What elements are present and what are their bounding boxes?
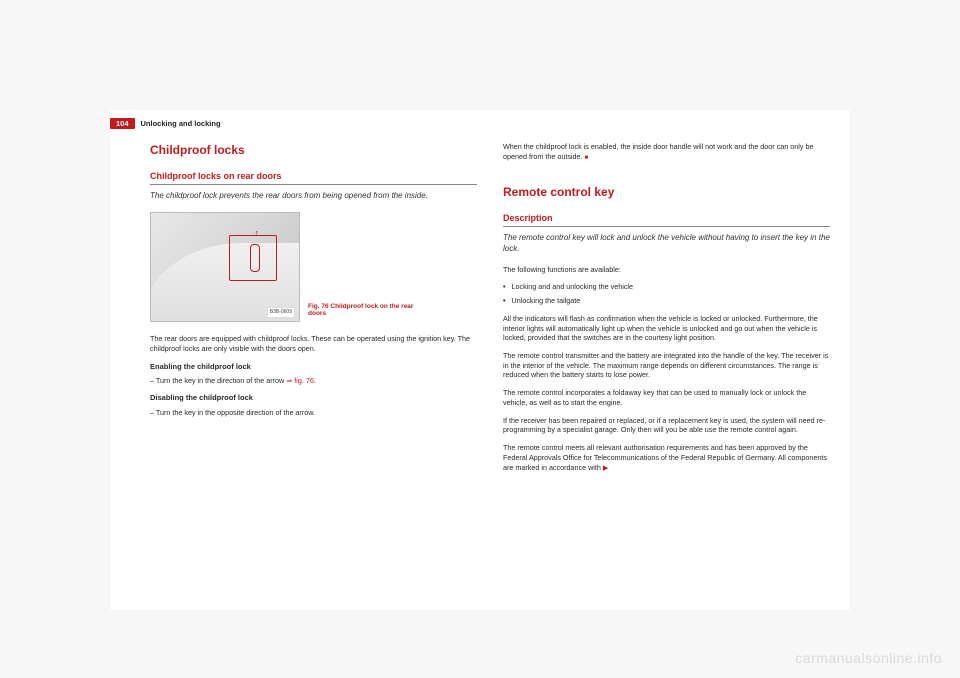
fig-ref-link[interactable]: ⇒ fig. 76: [286, 376, 314, 385]
childproof-slot-icon: [229, 235, 277, 281]
rule-2: [503, 226, 830, 227]
bullet-dot-icon: •: [503, 282, 506, 292]
sheet: 104 Unlocking and locking Childproof loc…: [110, 110, 850, 610]
page-number: 104: [110, 118, 135, 129]
continue-marker-icon: ▶: [603, 465, 608, 472]
page: 104 Unlocking and locking Childproof loc…: [0, 0, 960, 678]
end-marker-icon: ■: [585, 155, 589, 161]
bullet-2-text: Unlocking the tailgate: [512, 296, 581, 306]
bullet-dot-icon: •: [503, 296, 506, 306]
figure-row: ↕ B3B-0609 Fig. 76 Childproof lock on th…: [150, 212, 477, 322]
watermark: carmanualsonline.info: [795, 650, 942, 666]
heading-remote: Remote control key: [503, 184, 830, 200]
lead-remote: The remote control key will lock and unl…: [503, 233, 830, 255]
section-title: Unlocking and locking: [141, 119, 221, 128]
para-reprogram: If the receiver has been repaired or rep…: [503, 416, 830, 435]
step-enable-text-a: – Turn the key in the direction of the a…: [150, 376, 286, 385]
para-approvals: The remote control meets all relevant au…: [503, 443, 830, 473]
bullet-tailgate: • Unlocking the tailgate: [503, 296, 830, 306]
figure-childproof-lock: ↕ B3B-0609: [150, 212, 300, 322]
right-column: When the childproof lock is enabled, the…: [503, 142, 830, 600]
para-indicators: All the indicators will flash as confirm…: [503, 314, 830, 343]
top-note-text: When the childproof lock is enabled, the…: [503, 142, 813, 161]
step-disable: – Turn the key in the opposite direction…: [150, 408, 477, 418]
para-top-note: When the childproof lock is enabled, the…: [503, 142, 830, 162]
heading-disable: Disabling the childproof lock: [150, 393, 477, 403]
para-rear-doors: The rear doors are equipped with childpr…: [150, 334, 477, 353]
figure-code: B3B-0609: [267, 307, 295, 318]
para-transmitter: The remote control transmitter and the b…: [503, 351, 830, 380]
arrow-icon: ↕: [255, 227, 260, 239]
bullet-1-text: Locking and and unlocking the vehicle: [512, 282, 633, 292]
columns: Childproof locks Childproof locks on rea…: [150, 142, 830, 600]
page-header: 104 Unlocking and locking: [110, 118, 221, 129]
bullet-lock-unlock: • Locking and and unlocking the vehicle: [503, 282, 830, 292]
subheading-rear-doors: Childproof locks on rear doors: [150, 170, 477, 182]
left-column: Childproof locks Childproof locks on rea…: [150, 142, 477, 600]
spacer: [503, 170, 830, 184]
heading-childproof: Childproof locks: [150, 142, 477, 158]
figure-caption: Fig. 76 Childproof lock on the rear door…: [308, 303, 418, 319]
heading-enable: Enabling the childproof lock: [150, 362, 477, 372]
para-approvals-text: The remote control meets all relevant au…: [503, 443, 827, 471]
step-enable-text-b: .: [314, 376, 316, 385]
intro-functions: The following functions are available:: [503, 265, 830, 275]
lead-childproof: The childproof lock prevents the rear do…: [150, 191, 477, 202]
subheading-description: Description: [503, 212, 830, 224]
step-enable: – Turn the key in the direction of the a…: [150, 376, 477, 386]
rule: [150, 184, 477, 185]
para-foldaway: The remote control incorporates a foldaw…: [503, 388, 830, 407]
